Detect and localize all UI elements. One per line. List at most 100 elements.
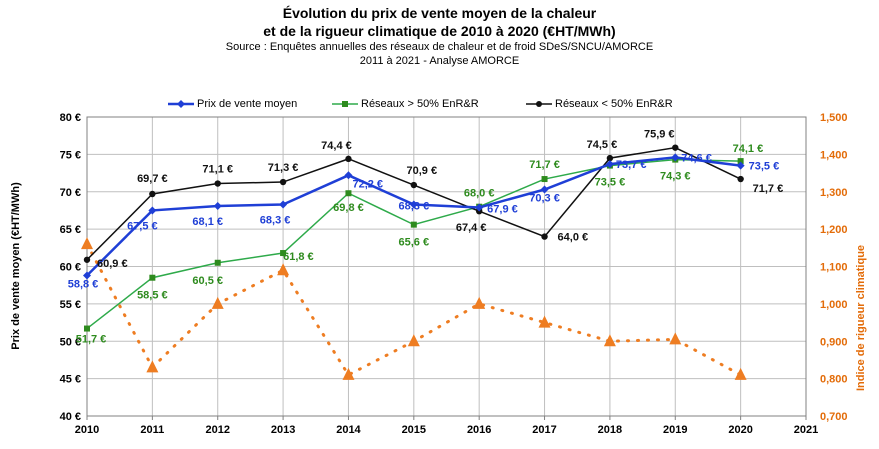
data-label-enr-moins: 70,9 € <box>407 165 438 177</box>
data-label-enr-moins: 71,7 € <box>753 183 784 195</box>
data-label-enr-moins: 71,1 € <box>202 164 233 176</box>
point-prix-vente <box>148 206 157 215</box>
x-tick-label: 2021 <box>794 424 818 436</box>
data-label-enr-moins: 75,9 € <box>644 129 675 141</box>
data-label-enr-plus: 74,3 € <box>660 171 691 183</box>
y-tick-label: 50 € <box>60 336 81 348</box>
point-prix-vente <box>279 200 288 209</box>
data-label-prix-vente: 67,9 € <box>487 203 518 215</box>
point-rigueur-triangle <box>211 296 224 309</box>
x-tick-label: 2020 <box>728 424 752 436</box>
point-enr-moins <box>737 175 744 183</box>
point-enr-plus <box>410 221 417 228</box>
data-label-prix-vente: 68,1 € <box>192 216 223 228</box>
point-enr-moins <box>83 256 91 263</box>
point-prix-vente <box>213 201 222 210</box>
y-tick-label: 60 € <box>60 262 81 274</box>
point-prix-vente <box>344 171 353 180</box>
y2-tick-label: 1,000 <box>820 299 848 311</box>
data-label-enr-plus: 71,7 € <box>529 159 560 171</box>
x-tick-label: 2017 <box>532 424 556 436</box>
legend-label-enr-moins: Réseaux < 50% EnR&R <box>555 98 673 110</box>
point-enr-moins <box>345 155 352 163</box>
point-enr-moins <box>410 181 418 189</box>
data-label-prix-vente: 73,5 € <box>749 161 780 173</box>
data-label-enr-plus: 65,6 € <box>399 237 430 249</box>
data-labels-layer: 58,8 € 67,5 € 68,1 € 68,3 € 72,2 € 68,3 € 67,9… <box>68 129 784 346</box>
point-enr-moins <box>606 154 614 162</box>
point-prix-vente <box>671 153 680 162</box>
point-rigueur-triangle <box>473 296 486 309</box>
y-axis-title: Prix de vente moyen (€HT/MWh) <box>10 182 22 350</box>
point-prix-vente <box>540 185 549 194</box>
data-label-enr-moins: 64,0 € <box>558 232 589 244</box>
point-rigueur-triangle <box>603 334 616 347</box>
y-tick-label: 65 € <box>60 224 81 236</box>
y-tick-label: 75 € <box>60 149 81 161</box>
y2-tick-label: 0,800 <box>820 374 848 386</box>
data-label-prix-vente: 58,8 € <box>68 278 99 290</box>
data-label-enr-plus: 69,8 € <box>333 202 364 214</box>
data-label-enr-plus: 73,5 € <box>595 177 626 189</box>
axes: 40 € 45 € 50 € 55 € 60 € 65 € 70 € 75 € 80 € 0,70… <box>60 112 848 436</box>
legend-item-prix-vente: Prix de vente moyen <box>168 96 297 112</box>
chart-titles: Évolution du prix de vente moyen de la c… <box>0 4 879 68</box>
point-rigueur-triangle <box>407 334 420 347</box>
data-label-prix-vente: 70,3 € <box>529 193 560 205</box>
point-enr-moins <box>672 144 679 151</box>
data-label-prix-vente: 68,3 € <box>399 200 430 212</box>
y2-tick-label: 1,400 <box>820 149 848 161</box>
data-label-prix-vente: 74,6 € <box>681 152 712 164</box>
point-enr-plus <box>541 176 548 183</box>
y2-tick-label: 1,500 <box>820 112 848 124</box>
point-rigueur-triangle <box>734 367 747 380</box>
data-label-enr-moins: 60,9 € <box>97 258 128 270</box>
point-enr-plus <box>84 325 90 332</box>
point-enr-moins <box>149 190 156 198</box>
legend-label-enr-plus: Réseaux > 50% EnR&R <box>361 98 479 110</box>
y2-tick-label: 1,100 <box>820 262 848 274</box>
point-prix-vente <box>736 161 745 170</box>
data-label-enr-plus: 68,0 € <box>464 188 495 200</box>
data-label-prix-vente: 68,3 € <box>260 214 291 226</box>
data-label-enr-plus: 61,8 € <box>283 251 314 263</box>
data-label-enr-plus: 74,1 € <box>733 143 764 155</box>
legend-item-enr-plus: Réseaux > 50% EnR&R <box>332 96 479 112</box>
point-enr-moins <box>541 233 548 240</box>
point-prix-vente <box>83 271 91 280</box>
x-tick-label: 2011 <box>140 424 164 436</box>
point-rigueur-triangle <box>146 360 159 373</box>
chart-title-line-2: et de la rigueur climatique de 2010 à 20… <box>263 23 616 39</box>
data-label-enr-moins: 69,7 € <box>137 173 168 185</box>
point-prix-vente <box>605 160 614 169</box>
point-enr-plus <box>280 250 287 257</box>
chart-legend: Prix de vente moyen Réseaux > 50% EnR&R … <box>0 96 879 112</box>
point-rigueur-triangle <box>81 237 93 250</box>
series-layer <box>81 144 747 380</box>
data-label-enr-moins: 74,4 € <box>321 140 352 152</box>
legend-line-blue-diamond-icon <box>168 100 194 109</box>
data-label-prix-vente: 73,7 € <box>616 159 647 171</box>
plot-frame <box>86 116 807 417</box>
point-enr-plus <box>149 274 156 281</box>
point-prix-vente <box>475 203 484 212</box>
y2-tick-label: 0,700 <box>820 411 848 423</box>
chart-title-line-1: Évolution du prix de vente moyen de la c… <box>282 5 597 21</box>
y-tick-label: 45 € <box>60 374 81 386</box>
point-rigueur-triangle <box>538 315 551 328</box>
data-label-enr-moins: 74,5 € <box>587 139 618 151</box>
x-tick-label: 2019 <box>663 424 687 436</box>
legend-label-prix-vente: Prix de vente moyen <box>197 98 298 110</box>
legend-line-green-square-icon <box>332 101 358 108</box>
point-rigueur-triangle <box>342 367 355 380</box>
chart-subtitle-line-1: Source : Enquêtes annuelles des réseaux … <box>225 41 654 53</box>
x-tick-label: 2010 <box>75 424 99 436</box>
chart-subtitle-line-2: 2011 à 2021 - Analyse AMORCE <box>359 55 520 67</box>
x-tick-label: 2012 <box>205 424 229 436</box>
point-prix-vente <box>409 200 418 209</box>
point-enr-plus <box>214 259 221 266</box>
y-tick-label: 40 € <box>60 411 81 423</box>
data-label-enr-plus: 60,5 € <box>192 275 223 287</box>
data-label-enr-moins: 71,3 € <box>268 162 299 174</box>
x-tick-label: 2015 <box>402 424 426 436</box>
